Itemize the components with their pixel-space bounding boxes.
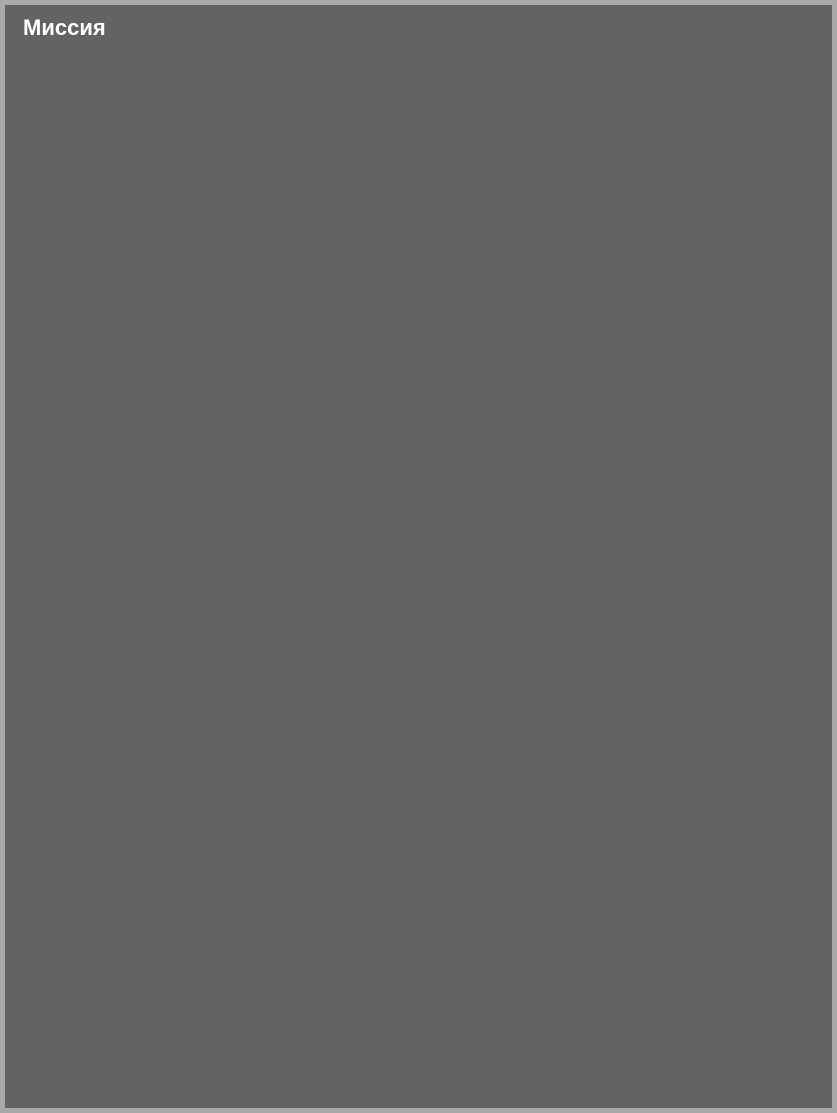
panel-title: Миссия bbox=[23, 15, 814, 41]
mission-panel: Миссия bbox=[5, 5, 832, 1108]
